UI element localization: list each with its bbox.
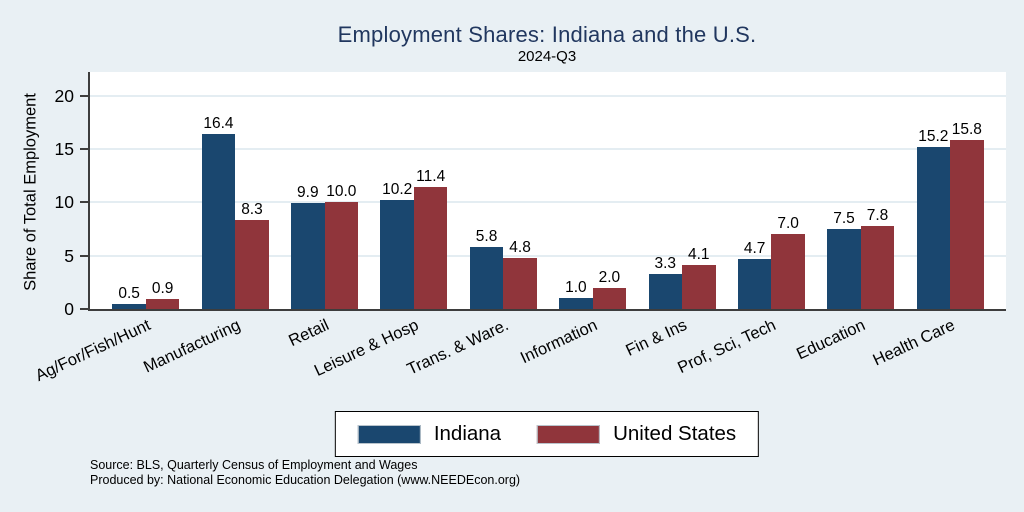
bar-united-states: 11.4 — [413, 168, 448, 309]
grid-line — [90, 201, 1006, 204]
legend-label: United States — [613, 422, 737, 445]
legend-entry: Indiana — [357, 422, 502, 446]
bar-value-label: 11.4 — [416, 168, 446, 186]
category-label: Education — [794, 316, 869, 364]
bar-group: 7.5 7.8 Education — [794, 72, 895, 363]
bar-group: 16.4 8.3 Manufacturing — [140, 72, 269, 377]
bar-value-label: 1.0 — [565, 279, 587, 297]
bar-value-label: 0.5 — [118, 284, 140, 302]
bar-united-states: 7.8 — [860, 207, 895, 309]
legend-swatch-icon — [537, 424, 601, 444]
bar-indiana: 5.8 — [469, 228, 504, 309]
y-axis-tick-label: 20 — [54, 85, 74, 106]
bar-group: 10.2 11.4 Leisure & Hosp — [312, 72, 448, 380]
produced-by-line: Produced by: National Economic Education… — [90, 473, 521, 488]
y-axis-tick-mark — [80, 201, 88, 204]
bar-value-label: 15.8 — [951, 121, 982, 139]
bar-group: 5.8 4.8 Trans. & Ware. — [404, 72, 537, 379]
category-label: Fin & Ins — [623, 316, 690, 360]
plot-area: 0.5 0.9 Ag/For/Fish/Hunt 16.4 8.3 Manufacturi… — [33, 72, 1006, 385]
y-axis-tick-mark — [80, 254, 88, 257]
bar-value-label: 4.8 — [509, 238, 531, 256]
y-axis-tick-mark — [80, 308, 88, 310]
category-label: Health Care — [870, 316, 958, 370]
bar-group: 3.3 4.1 Fin & Ins — [623, 72, 716, 360]
bar-united-states: 10.0 — [324, 183, 359, 309]
bar-indiana: 16.4 — [201, 115, 236, 309]
bar-value-label: 16.4 — [203, 114, 234, 132]
bar-value-label: 15.2 — [918, 127, 949, 145]
chart-title: Employment Shares: Indiana and the U.S. — [337, 22, 757, 47]
category-label: Ag/For/Fish/Hunt — [32, 316, 154, 386]
bar-indiana: 15.2 — [916, 128, 951, 309]
bar-indiana: 10.2 — [380, 181, 414, 309]
grid-line — [90, 254, 1006, 257]
bar-group: 15.2 15.8 Health Care — [870, 72, 984, 370]
bar-value-label: 5.8 — [475, 228, 498, 246]
y-axis-tick-mark — [80, 94, 88, 97]
category-label: Manufacturing — [140, 316, 243, 377]
bar-united-states: 15.8 — [950, 121, 984, 309]
bar-indiana: 3.3 — [648, 255, 683, 309]
bar-united-states: 4.8 — [503, 239, 537, 309]
bar-value-label: 10.2 — [382, 181, 413, 199]
grid-line — [90, 147, 1006, 150]
category-label: Prof, Sci, Tech — [675, 316, 779, 378]
bar-value-label: 9.9 — [297, 184, 319, 202]
category-label: Trans. & Ware. — [403, 316, 511, 379]
bar-united-states: 7.0 — [771, 215, 805, 309]
source-line: Source: BLS, Quarterly Census of Employm… — [90, 458, 418, 472]
y-axis-tick-label: 0 — [64, 299, 74, 319]
bar-value-label: 0.9 — [151, 280, 174, 298]
chart-subtitle: 2024-Q3 — [517, 48, 577, 65]
bar-indiana: 0.5 — [112, 285, 146, 309]
bar-united-states: 0.9 — [145, 280, 180, 309]
legend: Indiana United States — [334, 411, 760, 457]
bar-value-label: 3.3 — [654, 254, 677, 272]
bar-united-states: 8.3 — [235, 201, 269, 309]
bar-group: 1.0 2.0 Information — [518, 72, 627, 367]
bar-value-label: 10.0 — [326, 183, 357, 201]
bar-value-label: 7.8 — [866, 206, 889, 224]
bar-indiana: 9.9 — [291, 184, 325, 309]
category-label: Retail — [286, 316, 333, 351]
y-axis-tick-label: 10 — [54, 192, 74, 213]
bar-united-states: 4.1 — [682, 246, 716, 309]
bar-indiana: 7.5 — [827, 210, 861, 309]
bar-united-states: 2.0 — [592, 269, 627, 309]
y-axis-tick-mark — [80, 147, 88, 150]
bar-group: 9.9 10.0 Retail — [286, 72, 359, 350]
bar-indiana: 1.0 — [559, 279, 593, 309]
y-axis-tick-label: 15 — [54, 138, 74, 159]
legend-entry: United States — [537, 422, 736, 446]
legend-swatch-icon — [357, 424, 421, 444]
source-note: Source: BLS, Quarterly Census of Employm… — [90, 458, 520, 489]
bar-value-label: 7.0 — [777, 215, 799, 233]
bar-value-label: 8.3 — [241, 201, 263, 219]
bar-value-label: 2.0 — [598, 268, 621, 286]
y-axis-tick-label: 5 — [64, 245, 74, 266]
bar-group: 4.7 7.0 Prof, Sci, Tech — [675, 72, 805, 377]
legend-label: Indiana — [433, 422, 502, 445]
bar-value-label: 4.1 — [687, 246, 710, 264]
bar-value-label: 7.5 — [833, 209, 855, 227]
grid-line — [90, 94, 1006, 97]
bar-indiana: 4.7 — [737, 240, 772, 309]
bar-value-label: 4.7 — [743, 239, 766, 257]
category-label: Information — [517, 316, 601, 368]
bar-groups-container: 0.5 0.9 Ag/For/Fish/Hunt 16.4 8.3 Manufacturi… — [33, 72, 1006, 385]
bar-group: 0.5 0.9 Ag/For/Fish/Hunt — [33, 72, 180, 385]
